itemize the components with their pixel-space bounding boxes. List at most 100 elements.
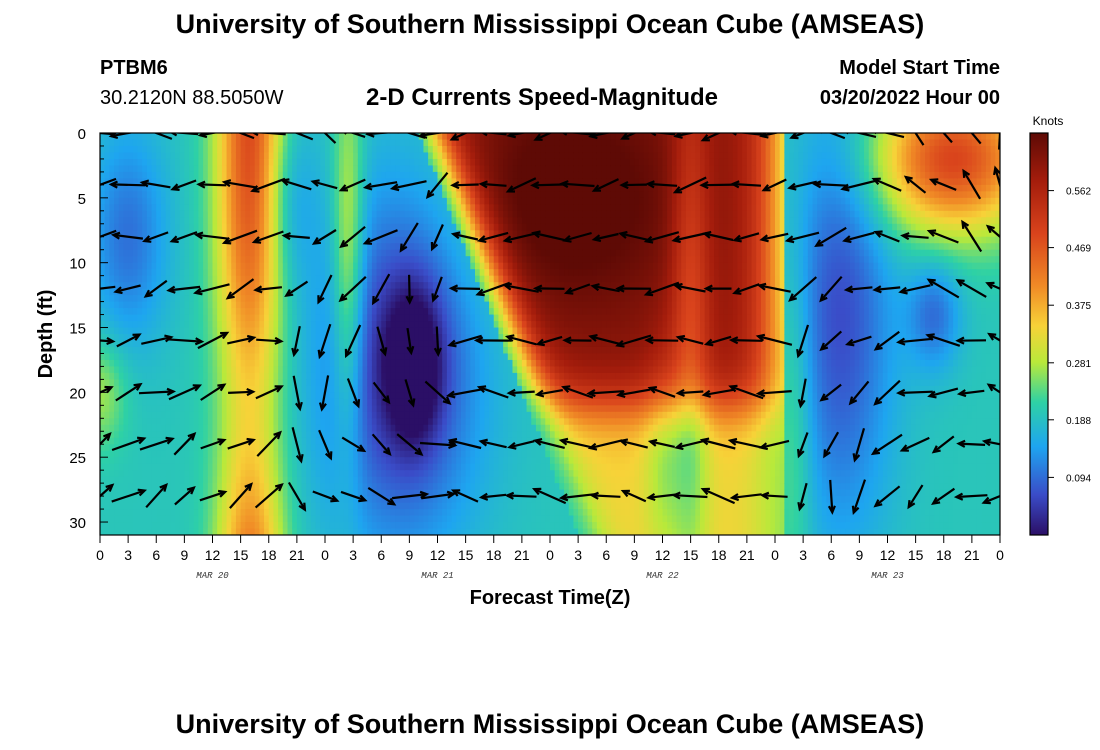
- current-arrow: [962, 168, 982, 200]
- current-arrow: [561, 133, 596, 136]
- station-coordinates: 30.2120N 88.5050W: [100, 87, 284, 109]
- current-arrow: [396, 433, 424, 457]
- x-tick-label: 0: [546, 547, 554, 563]
- x-tick-label: 15: [458, 547, 474, 563]
- heatmap-field: [100, 133, 1000, 535]
- current-vectors: [100, 133, 1000, 515]
- current-arrow: [227, 334, 257, 345]
- current-arrow: [284, 280, 309, 297]
- current-arrow: [615, 388, 651, 399]
- current-arrow: [153, 133, 173, 140]
- current-arrow: [926, 278, 960, 299]
- current-arrow: [281, 232, 310, 241]
- current-arrow: [896, 337, 933, 346]
- current-arrow: [531, 487, 567, 505]
- current-arrow: [391, 490, 430, 500]
- current-arrow: [145, 483, 168, 509]
- chart-subtitle: 2-D Currents Speed-Magnitude: [366, 84, 719, 111]
- current-arrow: [166, 285, 201, 294]
- x-axis: 0 3 6 9 12 15 18 21 0 3 6 9 12 15 18 21 0 3 6 9 12 15 18 21 0 3 6 9…: [96, 535, 1004, 581]
- colorbar-title: Knots: [1033, 114, 1064, 128]
- current-arrow: [872, 285, 901, 294]
- current-arrow: [842, 231, 875, 244]
- x-tick-label: 18: [936, 547, 952, 563]
- current-arrow: [251, 133, 286, 137]
- current-arrow: [895, 388, 933, 397]
- current-arrow: [534, 389, 563, 398]
- current-arrow: [293, 133, 314, 141]
- current-arrow: [591, 232, 619, 243]
- current-arrow: [100, 229, 117, 238]
- current-arrow: [447, 437, 482, 450]
- colorbar-tick-label: 0.469: [1066, 244, 1091, 255]
- x-tick-label: 21: [964, 547, 980, 563]
- current-arrow: [197, 133, 219, 139]
- current-arrow: [450, 231, 479, 241]
- x-tick-label: 3: [574, 547, 582, 563]
- current-arrow: [138, 387, 177, 396]
- x-tick-label: 9: [855, 547, 863, 563]
- current-arrow: [200, 383, 227, 401]
- current-arrow: [115, 382, 143, 402]
- current-arrow: [620, 133, 638, 140]
- current-arrow: [987, 332, 1000, 342]
- y-tick-label: 10: [69, 256, 86, 273]
- current-arrow: [873, 230, 900, 243]
- current-arrow: [562, 231, 592, 243]
- current-arrow: [873, 379, 901, 406]
- current-arrow: [644, 336, 679, 345]
- current-arrow: [898, 284, 931, 295]
- current-arrow: [903, 175, 927, 194]
- current-arrow: [341, 436, 367, 453]
- current-arrow: [404, 379, 416, 408]
- current-arrow: [647, 438, 675, 448]
- current-arrow: [344, 324, 362, 359]
- current-arrow: [591, 178, 619, 192]
- current-arrow: [193, 283, 230, 296]
- current-arrow: [100, 177, 117, 187]
- current-arrow: [758, 439, 790, 451]
- current-arrow: [174, 486, 196, 506]
- current-arrow: [447, 334, 483, 348]
- y-tick-label: 5: [78, 191, 86, 208]
- current-arrow: [405, 274, 414, 305]
- current-arrow: [703, 335, 732, 347]
- x-tick-label: 21: [514, 547, 530, 563]
- x-tick-label: 9: [405, 547, 413, 563]
- current-arrow: [100, 285, 116, 290]
- current-arrow: [840, 179, 877, 192]
- current-arrow: [113, 284, 141, 295]
- current-arrow: [961, 219, 983, 253]
- current-arrow: [255, 385, 284, 400]
- y-axis-label: Depth (ft): [35, 290, 57, 379]
- current-arrow: [986, 383, 1000, 394]
- colorbar: [1029, 132, 1049, 536]
- current-arrow: [811, 180, 849, 189]
- current-arrow: [953, 492, 988, 501]
- current-arrow: [535, 335, 563, 347]
- current-arrow: [478, 180, 507, 189]
- current-arrow: [649, 133, 676, 137]
- current-arrow: [228, 387, 256, 397]
- current-arrow: [424, 380, 452, 406]
- current-arrow: [502, 231, 539, 244]
- current-arrow: [814, 226, 847, 247]
- current-arrow: [586, 389, 624, 398]
- colorbar-tick-label: 0.375: [1066, 301, 1091, 312]
- current-arrow: [755, 333, 793, 346]
- current-arrow: [142, 231, 169, 243]
- current-arrow: [450, 181, 479, 190]
- current-arrow: [672, 176, 707, 194]
- current-arrow: [310, 179, 338, 190]
- current-arrow: [250, 177, 286, 193]
- current-arrow: [346, 378, 361, 409]
- current-arrow: [421, 490, 457, 500]
- current-arrow: [111, 436, 147, 452]
- x-axis-label: Forecast Time(Z): [470, 587, 631, 609]
- current-arrow: [108, 180, 146, 189]
- current-arrow: [843, 285, 873, 294]
- x-tick-label: 0: [321, 547, 329, 563]
- x-tick-label: 12: [430, 547, 446, 563]
- current-arrow: [784, 231, 820, 244]
- current-arrow: [371, 433, 392, 456]
